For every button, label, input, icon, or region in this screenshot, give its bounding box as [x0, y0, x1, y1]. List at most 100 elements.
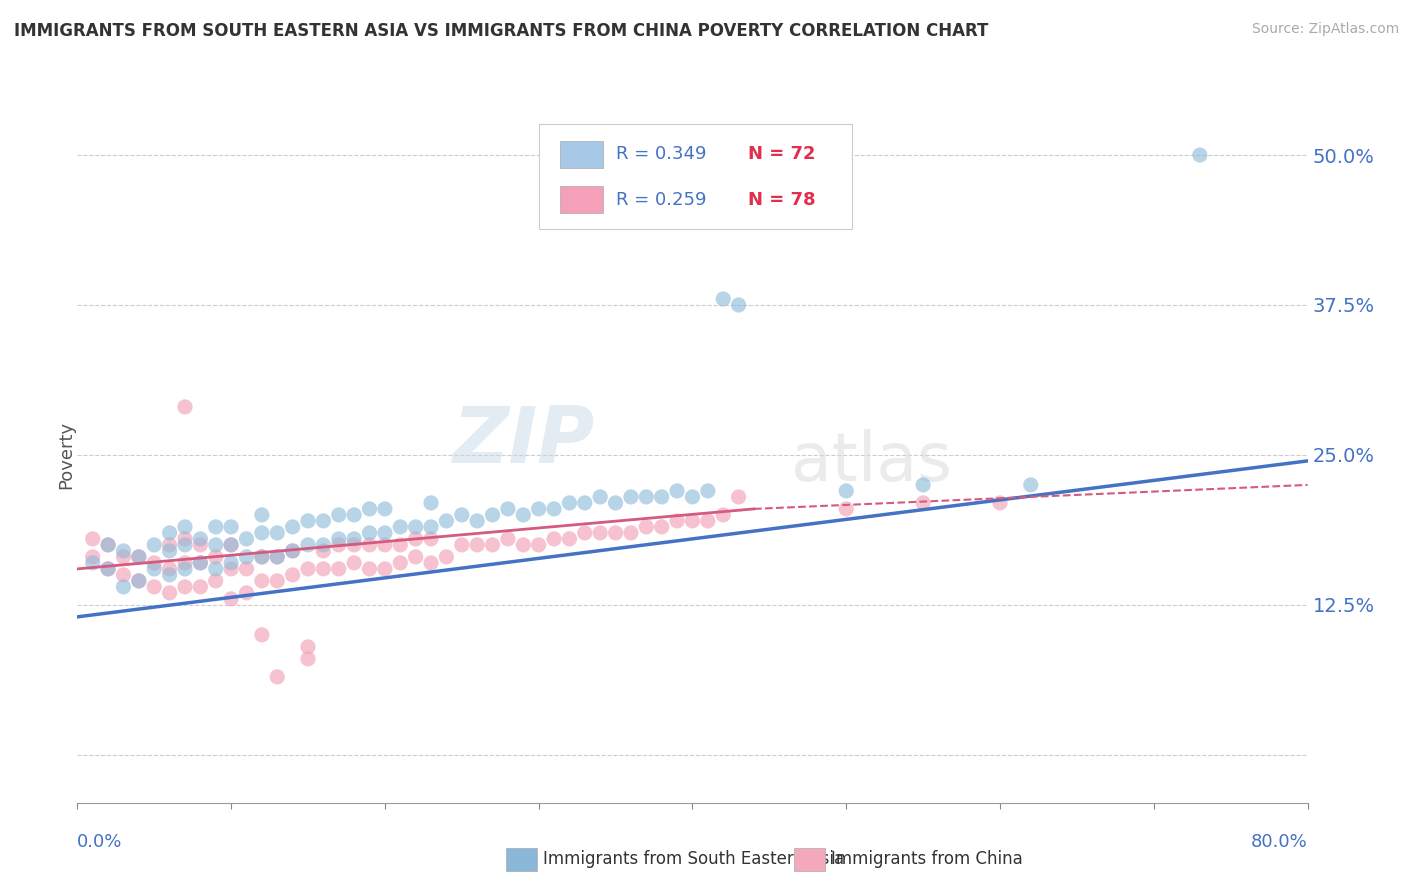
- Point: [266, 549, 288, 564]
- Point: [97, 538, 120, 552]
- Point: [297, 514, 319, 528]
- Point: [574, 496, 596, 510]
- Point: [465, 538, 488, 552]
- Point: [374, 502, 396, 516]
- Point: [297, 538, 319, 552]
- Point: [481, 508, 503, 522]
- Point: [696, 514, 718, 528]
- Point: [605, 496, 627, 510]
- Point: [374, 538, 396, 552]
- Point: [651, 490, 673, 504]
- Point: [174, 562, 197, 576]
- Point: [188, 538, 212, 552]
- Point: [436, 549, 458, 564]
- Point: [235, 532, 257, 546]
- Point: [682, 490, 704, 504]
- Text: 0.0%: 0.0%: [77, 833, 122, 851]
- Point: [1188, 148, 1211, 162]
- Text: Source: ZipAtlas.com: Source: ZipAtlas.com: [1251, 22, 1399, 37]
- Point: [219, 591, 242, 606]
- Point: [711, 508, 734, 522]
- Text: R = 0.259: R = 0.259: [616, 191, 707, 209]
- Point: [328, 562, 350, 576]
- Point: [374, 562, 396, 576]
- Point: [312, 514, 335, 528]
- Point: [558, 496, 581, 510]
- Point: [328, 538, 350, 552]
- Point: [204, 574, 226, 588]
- Point: [666, 514, 689, 528]
- Point: [112, 567, 135, 582]
- Point: [651, 520, 673, 534]
- Point: [250, 574, 273, 588]
- Point: [281, 544, 304, 558]
- Point: [527, 538, 550, 552]
- Point: [343, 556, 366, 570]
- Point: [174, 400, 197, 414]
- Point: [235, 586, 257, 600]
- Point: [312, 538, 335, 552]
- Point: [405, 532, 427, 546]
- Point: [281, 567, 304, 582]
- Point: [82, 549, 104, 564]
- Point: [359, 502, 381, 516]
- Point: [143, 538, 166, 552]
- Point: [405, 520, 427, 534]
- FancyBboxPatch shape: [538, 124, 852, 229]
- Point: [558, 532, 581, 546]
- Point: [235, 549, 257, 564]
- Point: [636, 490, 658, 504]
- Point: [420, 532, 443, 546]
- Point: [727, 298, 749, 312]
- Point: [250, 549, 273, 564]
- Point: [174, 580, 197, 594]
- Point: [204, 538, 226, 552]
- Point: [174, 556, 197, 570]
- Point: [543, 532, 565, 546]
- Point: [128, 549, 150, 564]
- Point: [496, 532, 519, 546]
- Point: [620, 525, 643, 540]
- Point: [174, 532, 197, 546]
- Point: [128, 549, 150, 564]
- Point: [266, 549, 288, 564]
- Point: [450, 508, 472, 522]
- Point: [219, 520, 242, 534]
- Point: [328, 532, 350, 546]
- Point: [204, 520, 226, 534]
- Point: [297, 652, 319, 666]
- Bar: [560, 141, 603, 168]
- Point: [235, 562, 257, 576]
- Point: [359, 538, 381, 552]
- Point: [711, 292, 734, 306]
- Point: [281, 544, 304, 558]
- Point: [543, 502, 565, 516]
- Point: [219, 556, 242, 570]
- Point: [188, 580, 212, 594]
- Point: [465, 514, 488, 528]
- Point: [359, 525, 381, 540]
- Point: [343, 532, 366, 546]
- Point: [727, 490, 749, 504]
- Point: [636, 520, 658, 534]
- Text: Immigrants from China: Immigrants from China: [831, 850, 1022, 868]
- Point: [420, 496, 443, 510]
- Point: [496, 502, 519, 516]
- Point: [312, 562, 335, 576]
- Point: [682, 514, 704, 528]
- Point: [204, 562, 226, 576]
- Point: [188, 532, 212, 546]
- Point: [696, 483, 718, 498]
- Point: [835, 502, 858, 516]
- Point: [343, 538, 366, 552]
- Point: [250, 628, 273, 642]
- Point: [82, 556, 104, 570]
- Point: [605, 525, 627, 540]
- Point: [219, 538, 242, 552]
- Text: N = 78: N = 78: [748, 191, 815, 209]
- Point: [297, 640, 319, 654]
- Point: [112, 544, 135, 558]
- Point: [420, 520, 443, 534]
- Point: [405, 549, 427, 564]
- Point: [174, 538, 197, 552]
